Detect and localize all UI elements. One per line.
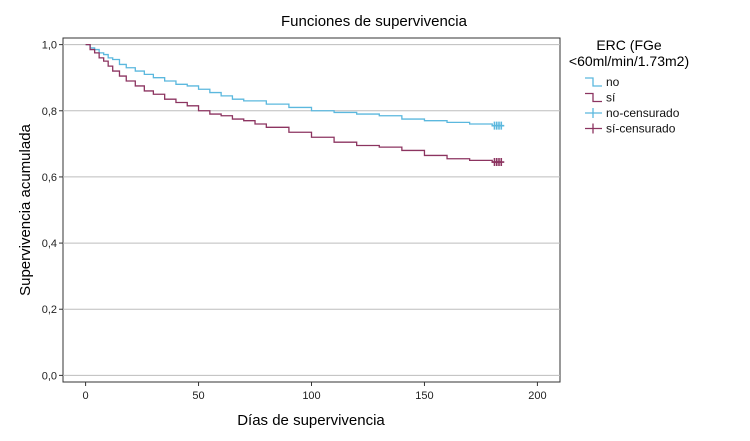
x-axis-title: Días de supervivencia [237, 412, 385, 429]
chart-title: Funciones de supervivencia [281, 13, 468, 30]
plot-area [62, 37, 561, 383]
series-line-si [85, 43, 500, 163]
censor-mark [498, 121, 505, 130]
legend-title-line1: ERC (FGe [596, 37, 662, 53]
legend-swatch-step [585, 77, 602, 87]
grid-lines [63, 44, 560, 376]
legend: ERC (FGe <60ml/min/1.73m2) no síno-censur… [569, 37, 689, 136]
y-tick-label: 0,8 [42, 106, 57, 118]
plot-frame [62, 37, 561, 383]
y-tick-label: 0,4 [42, 238, 57, 250]
legend-label: no [606, 75, 620, 89]
x-axis-ticks: 0 50 100 150 200 [83, 382, 547, 402]
censor-mark [498, 158, 505, 167]
legend-title-line2: <60ml/min/1.73m2) [569, 53, 689, 69]
series-line-no [85, 43, 500, 127]
y-tick-label: 1,0 [42, 40, 57, 52]
x-tick-label: 150 [415, 390, 433, 402]
legend-label: no-censurado [606, 106, 680, 120]
y-tick-label: 0,0 [42, 370, 57, 382]
legend-swatch-censor [585, 108, 602, 118]
y-tick-label: 0,2 [42, 304, 57, 316]
y-axis-title: Supervivencia acumulada [17, 123, 34, 295]
x-tick-label: 50 [192, 390, 204, 402]
x-tick-label: 200 [528, 390, 546, 402]
x-tick-label: 100 [302, 390, 320, 402]
legend-swatch-censor [585, 123, 602, 134]
series-layer [85, 43, 500, 163]
censor-marks [491, 121, 505, 167]
y-axis-ticks: 0,0 0,2 0,4 0,6 0,8 1,0 [42, 40, 63, 382]
x-tick-label: 0 [83, 390, 89, 402]
legend-swatch-step [585, 92, 602, 103]
legend-label: sí-censurado [606, 122, 676, 136]
legend-label: sí [606, 91, 616, 105]
y-tick-label: 0,6 [42, 172, 57, 184]
